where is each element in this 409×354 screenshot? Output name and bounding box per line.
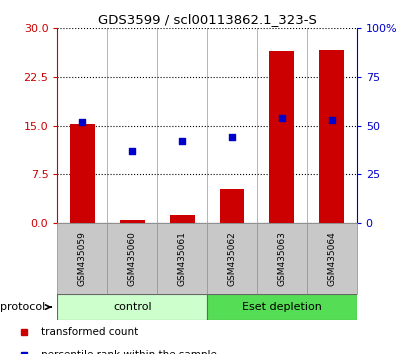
Bar xyxy=(219,189,244,223)
Bar xyxy=(319,50,344,223)
Point xyxy=(228,135,235,140)
Bar xyxy=(107,223,157,294)
Text: control: control xyxy=(112,302,151,312)
Bar xyxy=(57,294,207,320)
Point xyxy=(129,148,135,154)
Text: percentile rank within the sample: percentile rank within the sample xyxy=(40,350,216,354)
Text: GSM435060: GSM435060 xyxy=(128,231,136,286)
Text: GSM435063: GSM435063 xyxy=(277,231,285,286)
Bar xyxy=(269,51,294,223)
Text: transformed count: transformed count xyxy=(40,327,137,337)
Text: protocol: protocol xyxy=(0,302,51,312)
Bar xyxy=(207,223,256,294)
Bar xyxy=(306,223,356,294)
Bar xyxy=(256,223,306,294)
Bar xyxy=(157,223,207,294)
Text: GSM435059: GSM435059 xyxy=(78,231,87,286)
Point xyxy=(278,115,285,121)
Point xyxy=(79,119,85,125)
Bar xyxy=(207,294,356,320)
Text: GSM435061: GSM435061 xyxy=(177,231,186,286)
Text: Eset depletion: Eset depletion xyxy=(241,302,321,312)
Text: GSM435064: GSM435064 xyxy=(326,231,335,286)
Bar xyxy=(119,221,144,223)
Bar xyxy=(70,124,94,223)
Text: GSM435062: GSM435062 xyxy=(227,231,236,286)
Point xyxy=(328,117,334,123)
Bar xyxy=(169,215,194,223)
Point xyxy=(178,138,185,144)
Bar xyxy=(57,223,107,294)
Title: GDS3599 / scl00113862.1_323-S: GDS3599 / scl00113862.1_323-S xyxy=(97,13,316,26)
